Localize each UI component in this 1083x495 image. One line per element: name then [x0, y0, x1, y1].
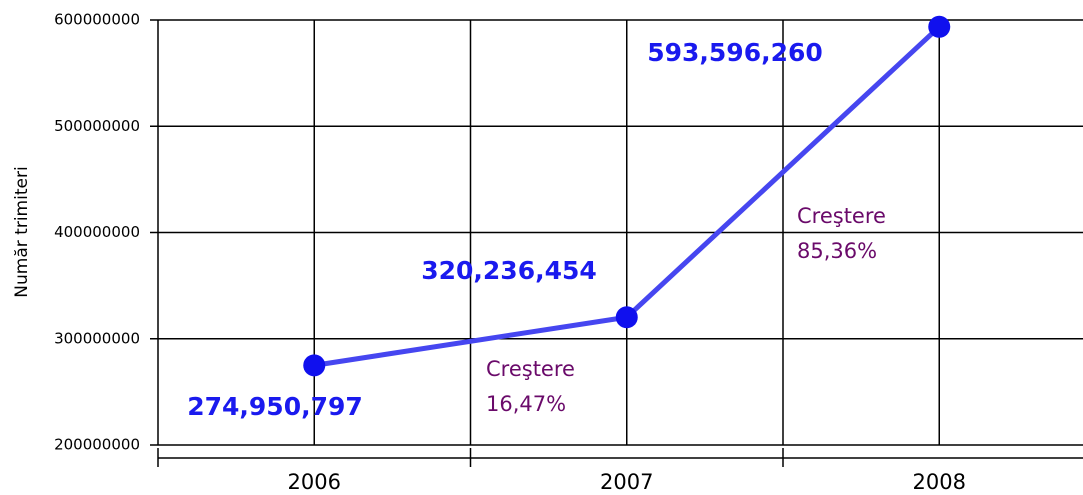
value-label: 274,950,797 — [187, 392, 363, 421]
y-tick-label: 300000000 — [54, 329, 140, 347]
value-label: 593,596,260 — [647, 38, 823, 67]
annotation: 85,36% — [797, 239, 877, 263]
y-tick-label: 600000000 — [54, 11, 140, 29]
marker — [615, 306, 638, 329]
annotation: Creştere — [797, 204, 886, 228]
value-label: 320,236,454 — [421, 256, 597, 285]
y-tick-label: 400000000 — [54, 223, 140, 241]
marker — [928, 15, 951, 38]
annotation: Creştere — [486, 357, 575, 381]
y-axis-label: Număr trimiteri — [12, 166, 32, 297]
y-tick-label: 200000000 — [54, 436, 140, 454]
x-tick-label: 2006 — [288, 470, 341, 494]
y-tick-label: 500000000 — [54, 117, 140, 135]
marker — [303, 354, 326, 377]
x-tick-label: 2007 — [600, 470, 653, 494]
annotation: 16,47% — [486, 392, 566, 416]
x-tick-label: 2008 — [913, 470, 966, 494]
